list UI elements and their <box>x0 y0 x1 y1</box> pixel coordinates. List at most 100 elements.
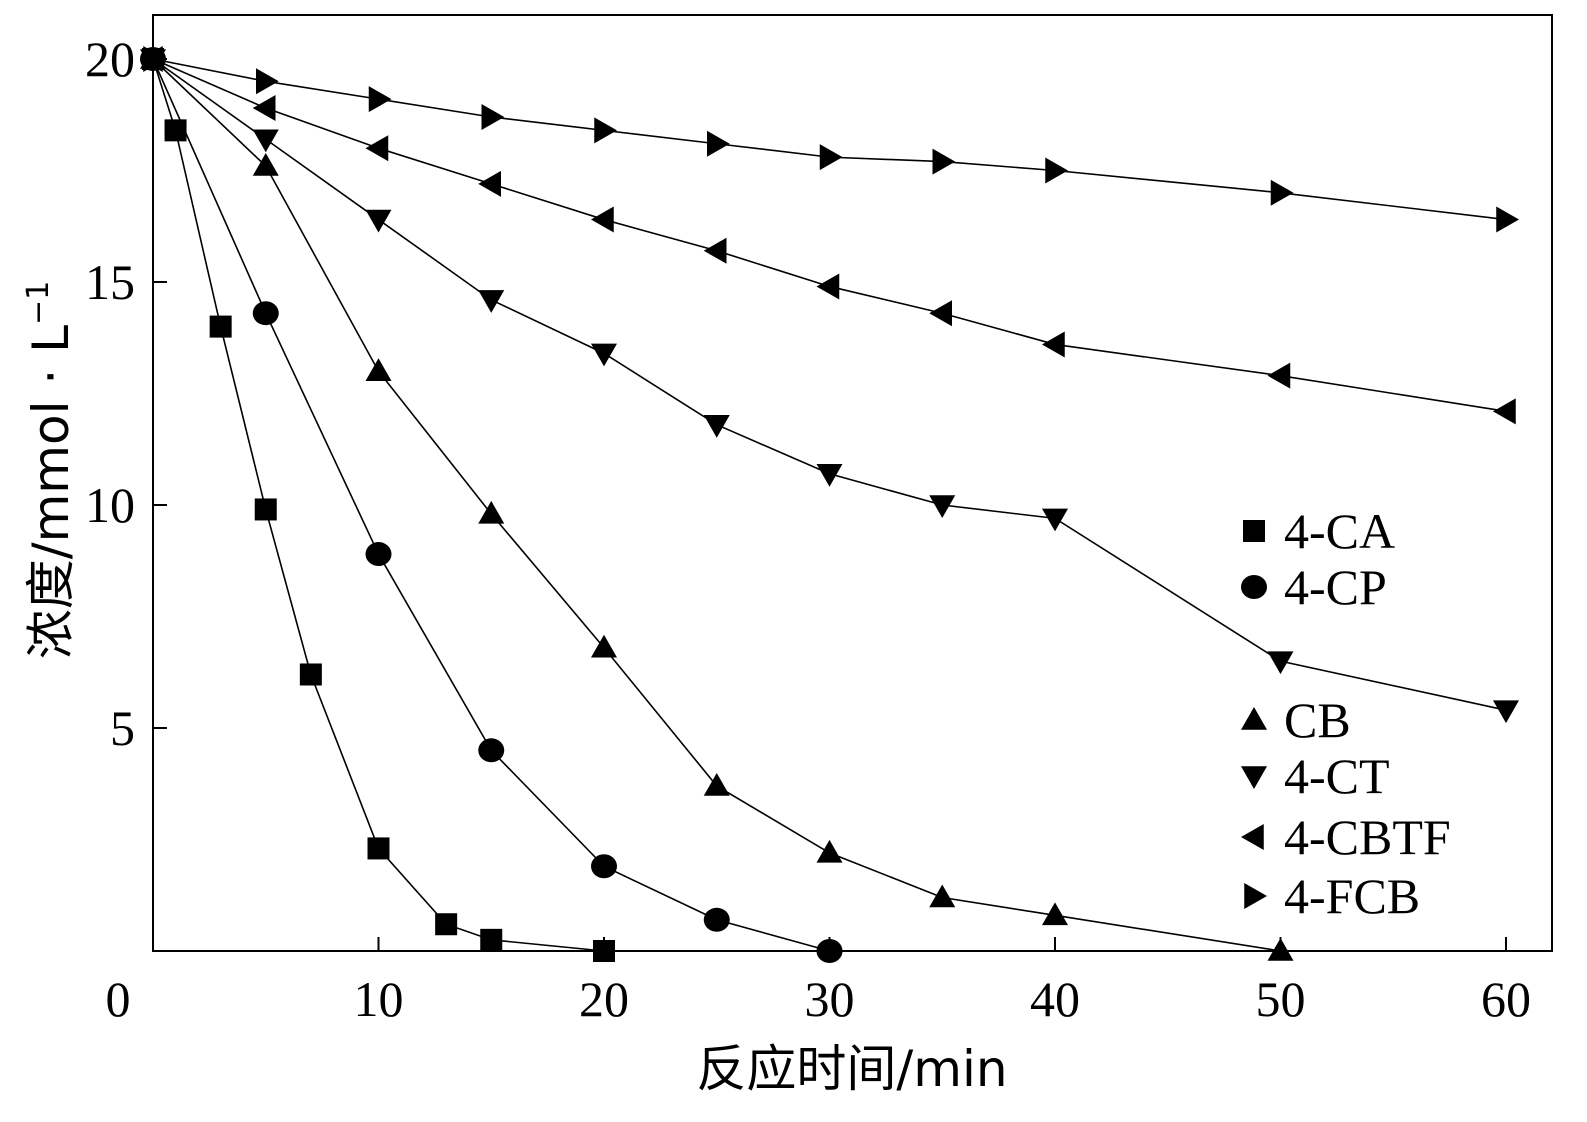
data-point <box>929 300 952 327</box>
axis-ticks: 0 10 20 30 40 50 60 5 10 15 20 <box>85 31 1531 1027</box>
x-tick-label: 30 <box>805 971 855 1027</box>
data-point <box>932 148 956 175</box>
data-point <box>365 135 389 162</box>
legend-label: 4-CA <box>1284 503 1395 559</box>
data-point <box>480 928 503 951</box>
data-point <box>594 117 617 144</box>
series-cb <box>140 46 1294 961</box>
data-point <box>368 86 392 113</box>
data-point <box>1042 902 1068 926</box>
data-point <box>299 663 322 686</box>
data-point <box>365 542 392 567</box>
data-point <box>816 273 840 300</box>
plot-frame <box>152 14 1553 952</box>
series-layer <box>140 46 1519 963</box>
data-point <box>591 854 617 879</box>
x-tick-label: 60 <box>1481 971 1531 1027</box>
data-point <box>1042 508 1068 532</box>
y-axis-label-group: 浓度/mmol · L−1 <box>21 281 80 660</box>
data-point <box>256 68 279 95</box>
data-point <box>367 837 390 860</box>
data-point <box>1042 331 1065 358</box>
data-point <box>1267 362 1291 389</box>
data-point <box>816 939 843 963</box>
series-4-cp <box>140 47 843 963</box>
legend-item-4-ca: 4-CA <box>1243 503 1395 559</box>
data-point <box>435 913 458 936</box>
series-4-ct <box>140 49 1519 724</box>
y-axis-label-text: 浓度/mmol · L <box>22 325 80 659</box>
data-point <box>816 839 843 863</box>
legend-marker <box>1241 575 1267 599</box>
data-point <box>1045 157 1068 184</box>
y-tick-label: 20 <box>85 31 135 87</box>
y-axis-label: 浓度/mmol · L−1 <box>21 281 80 660</box>
legend-marker <box>1241 707 1267 730</box>
data-point <box>209 315 232 338</box>
data-point <box>252 153 279 176</box>
data-point <box>481 103 505 130</box>
data-point <box>591 206 614 233</box>
x-tick-label: 40 <box>1030 971 1080 1027</box>
data-point <box>478 500 505 524</box>
data-point <box>1267 938 1294 961</box>
data-point <box>365 358 392 381</box>
data-point <box>593 940 615 962</box>
series-4-ca <box>142 48 615 962</box>
data-point <box>1493 398 1516 425</box>
legend-marker <box>1241 824 1264 850</box>
y-tick-label: 5 <box>110 700 135 756</box>
data-point <box>929 495 956 518</box>
data-point <box>478 290 505 313</box>
series-4-cbtf <box>140 46 1516 425</box>
y-tick-label: 15 <box>85 254 135 310</box>
legend-label: 4-CBTF <box>1284 809 1451 865</box>
data-point <box>143 46 166 72</box>
x-axis-label: 反应时间/min <box>696 1040 1007 1098</box>
x-tick-label: 10 <box>354 971 404 1027</box>
legend-marker <box>1243 520 1265 542</box>
data-point <box>252 129 279 153</box>
legend-marker <box>1244 883 1267 909</box>
data-point <box>703 414 730 438</box>
series-line <box>152 58 1507 221</box>
data-point <box>707 130 730 157</box>
data-point <box>1267 651 1294 675</box>
data-point <box>703 907 730 932</box>
x-tick-label: 20 <box>579 971 629 1027</box>
data-point <box>703 237 727 264</box>
data-point <box>819 144 843 171</box>
legend-label: CB <box>1284 692 1351 748</box>
data-point <box>1496 206 1519 233</box>
data-point <box>478 170 501 197</box>
data-point <box>703 772 730 796</box>
data-point <box>816 464 843 487</box>
data-point <box>164 119 187 142</box>
data-point <box>929 884 956 908</box>
data-point <box>365 209 392 233</box>
data-point <box>591 343 617 367</box>
legend-label: 4-CT <box>1284 748 1390 804</box>
x-tick-label: 50 <box>1256 971 1306 1027</box>
legend-item-4-ct: 4-CT <box>1241 748 1390 804</box>
series-line <box>152 58 1507 413</box>
legend-label: 4-FCB <box>1284 868 1420 924</box>
legend-item-4-cp: 4-CP <box>1241 559 1387 615</box>
series-line <box>152 58 1281 952</box>
data-point <box>1270 179 1294 206</box>
data-point <box>252 95 276 122</box>
series-4-fcb <box>143 46 1519 233</box>
legend-marker <box>1241 766 1267 789</box>
data-point <box>591 634 617 658</box>
legend-item-4-fcb: 4-FCB <box>1244 868 1420 924</box>
legend-item-4-cbtf: 4-CBTF <box>1241 809 1451 865</box>
legend-label: 4-CP <box>1284 559 1387 615</box>
x-tick-label: 0 <box>106 971 131 1027</box>
legend-item-cb: CB <box>1241 692 1351 748</box>
y-tick-label: 10 <box>85 477 135 533</box>
data-point <box>252 301 279 326</box>
data-point <box>478 738 505 763</box>
series-line <box>152 58 605 952</box>
